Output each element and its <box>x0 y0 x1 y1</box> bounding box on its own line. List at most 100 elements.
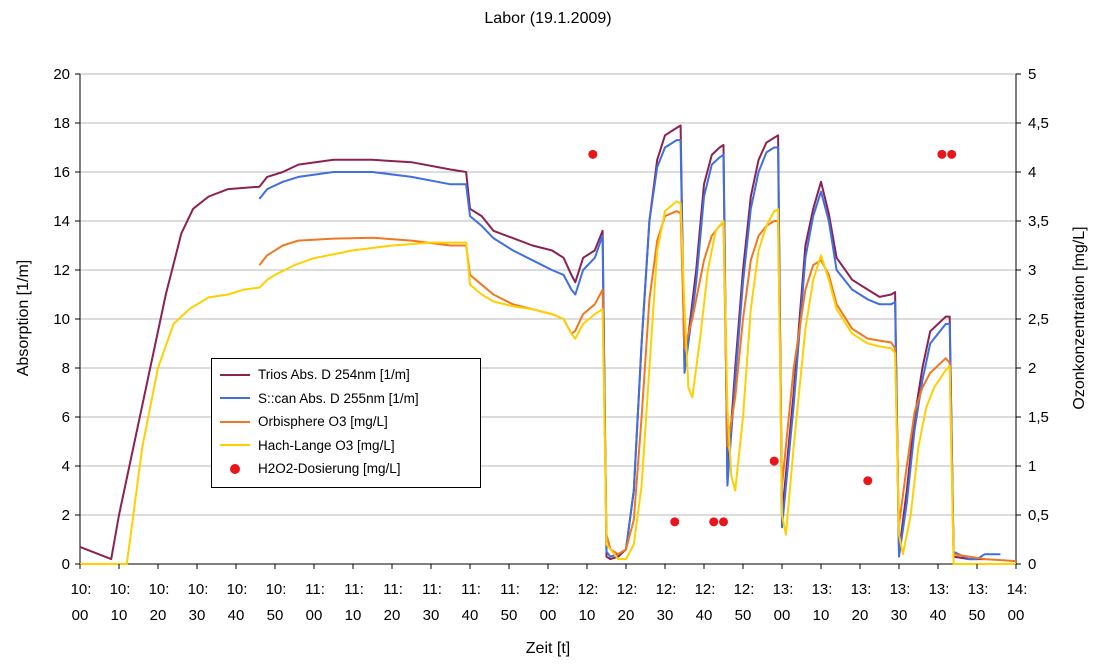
x-tick-label-minute: 40 <box>462 607 479 624</box>
legend-label: Orbisphere O3 [mg/L] <box>258 414 388 430</box>
x-tick-label-minute: 10 <box>345 607 362 624</box>
x-tick-label-minute: 20 <box>852 607 869 624</box>
y-right-tick-label: 5 <box>1028 66 1036 83</box>
x-axis-label: Zeit [t] <box>525 640 571 657</box>
series-layer <box>79 124 1017 565</box>
x-tick-label-minute: 30 <box>891 607 908 624</box>
x-tick-label-hour: 10: <box>266 581 287 598</box>
y-axis-right-label: Ozonkonzentration [mg/L] <box>1071 226 1088 410</box>
y-right-tick-label: 1,5 <box>1028 409 1049 426</box>
x-tick-label-minute: 20 <box>618 607 635 624</box>
y-left-tick-label: 14 <box>53 213 70 230</box>
x-tick-label-hour: 11: <box>500 581 520 598</box>
series-line-2 <box>258 210 1017 563</box>
x-tick-label-minute: 50 <box>969 607 986 624</box>
y-right-tick-label: 3,5 <box>1028 213 1049 230</box>
legend-swatch <box>218 463 252 475</box>
y-axis-left-label: Absorption [1/m] <box>15 259 32 377</box>
axes-layer: 0 02 0,54 16 1,58 210 2,512 314 3,516 418 4,520 510… <box>53 66 1049 624</box>
legend-line <box>220 373 250 376</box>
series-line-3 <box>80 200 1016 565</box>
x-tick-label-minute: 40 <box>228 607 245 624</box>
y-right-tick-label: 1 <box>1028 458 1036 475</box>
h2o2-marker <box>769 456 779 466</box>
y-left-tick-label: 18 <box>53 115 70 132</box>
x-tick-label-hour: 10: <box>188 581 209 598</box>
y-right-tick-label: 2 <box>1028 360 1036 377</box>
x-tick-label-hour: 11: <box>344 581 364 598</box>
legend-label: Trios Abs. D 254nm [1/m] <box>258 367 410 383</box>
legend-line <box>220 420 250 423</box>
y-right-tick-label: 4,5 <box>1028 115 1049 132</box>
x-tick-label-hour: 14: <box>1007 581 1028 598</box>
legend-item: Orbisphere O3 [mg/L] <box>218 410 474 434</box>
x-tick-label-hour: 13: <box>890 581 911 598</box>
legend-label: Hach-Lange O3 [mg/L] <box>258 437 395 453</box>
y-right-tick-label: 3 <box>1028 262 1036 279</box>
h2o2-marker <box>709 517 719 527</box>
x-tick-label-hour: 10: <box>227 581 248 598</box>
h2o2-marker <box>588 149 598 159</box>
legend-item: H2O2-Dosierung [mg/L] <box>218 457 474 481</box>
legend-line <box>220 444 250 447</box>
x-tick-label-hour: 13: <box>968 581 989 598</box>
x-tick-label-hour: 12: <box>617 581 638 598</box>
y-left-tick-label: 20 <box>53 66 70 83</box>
x-tick-label-minute: 20 <box>384 607 401 624</box>
x-tick-label-hour: 13: <box>773 581 794 598</box>
h2o2-marker <box>670 517 680 527</box>
y-right-tick-label: 0,5 <box>1028 507 1049 524</box>
y-right-tick-label: 4 <box>1028 164 1036 181</box>
y-left-tick-label: 0 <box>62 556 70 573</box>
x-tick-label-hour: 10: <box>71 581 92 598</box>
series-line-1 <box>258 139 1001 561</box>
x-tick-label-minute: 00 <box>774 607 791 624</box>
x-tick-label-minute: 00 <box>72 607 89 624</box>
legend-label: H2O2-Dosierung [mg/L] <box>258 461 401 477</box>
x-tick-label-hour: 12: <box>695 581 716 598</box>
legend-swatch <box>218 439 252 451</box>
chart-title: Labor (19.1.2009) <box>484 10 612 27</box>
h2o2-marker <box>719 517 728 527</box>
legend: Trios Abs. D 254nm [1/m]S::can Abs. D 25… <box>211 358 481 488</box>
x-tick-label-hour: 13: <box>851 581 872 598</box>
y-left-tick-label: 6 <box>62 409 70 426</box>
x-tick-label-minute: 40 <box>930 607 947 624</box>
legend-swatch <box>218 392 252 404</box>
h2o2-marker <box>947 149 957 159</box>
y-left-tick-label: 10 <box>53 311 70 328</box>
x-tick-label-minute: 20 <box>150 607 167 624</box>
x-tick-label-hour: 12: <box>539 581 560 598</box>
h2o2-marker <box>863 476 873 486</box>
y-left-tick-label: 4 <box>62 458 70 475</box>
x-tick-label-minute: 00 <box>1008 607 1025 624</box>
gridlines <box>80 73 1016 565</box>
x-tick-label-minute: 50 <box>501 607 518 624</box>
y-left-tick-label: 8 <box>62 360 70 377</box>
x-tick-label-minute: 30 <box>423 607 440 624</box>
x-tick-label-minute: 10 <box>111 607 128 624</box>
x-tick-label-minute: 00 <box>306 607 323 624</box>
x-tick-label-hour: 10: <box>110 581 131 598</box>
x-tick-label-hour: 11: <box>383 581 403 598</box>
x-tick-label-hour: 11: <box>422 581 442 598</box>
x-tick-label-minute: 40 <box>696 607 713 624</box>
legend-label: S::can Abs. D 255nm [1/m] <box>258 390 419 406</box>
x-tick-label-hour: 10: <box>149 581 170 598</box>
x-tick-label-minute: 30 <box>657 607 674 624</box>
legend-line <box>220 397 250 400</box>
x-tick-label-hour: 12: <box>656 581 677 598</box>
y-left-tick-label: 12 <box>53 262 70 279</box>
legend-item: Trios Abs. D 254nm [1/m] <box>218 363 474 387</box>
x-tick-label-minute: 00 <box>540 607 557 624</box>
series-line-0 <box>79 124 985 561</box>
legend-marker <box>230 463 240 474</box>
x-tick-label-minute: 30 <box>189 607 206 624</box>
y-left-tick-label: 16 <box>53 164 70 181</box>
x-tick-label-hour: 12: <box>578 581 599 598</box>
x-tick-label-minute: 10 <box>813 607 830 624</box>
x-tick-label-hour: 13: <box>812 581 833 598</box>
y-left-tick-label: 2 <box>62 507 70 524</box>
legend-swatch <box>218 416 252 428</box>
x-tick-label-minute: 50 <box>267 607 284 624</box>
